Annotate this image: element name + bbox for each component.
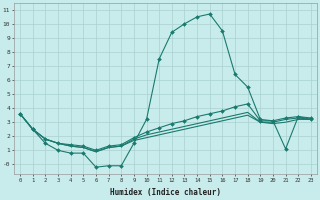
X-axis label: Humidex (Indice chaleur): Humidex (Indice chaleur)	[110, 188, 221, 197]
